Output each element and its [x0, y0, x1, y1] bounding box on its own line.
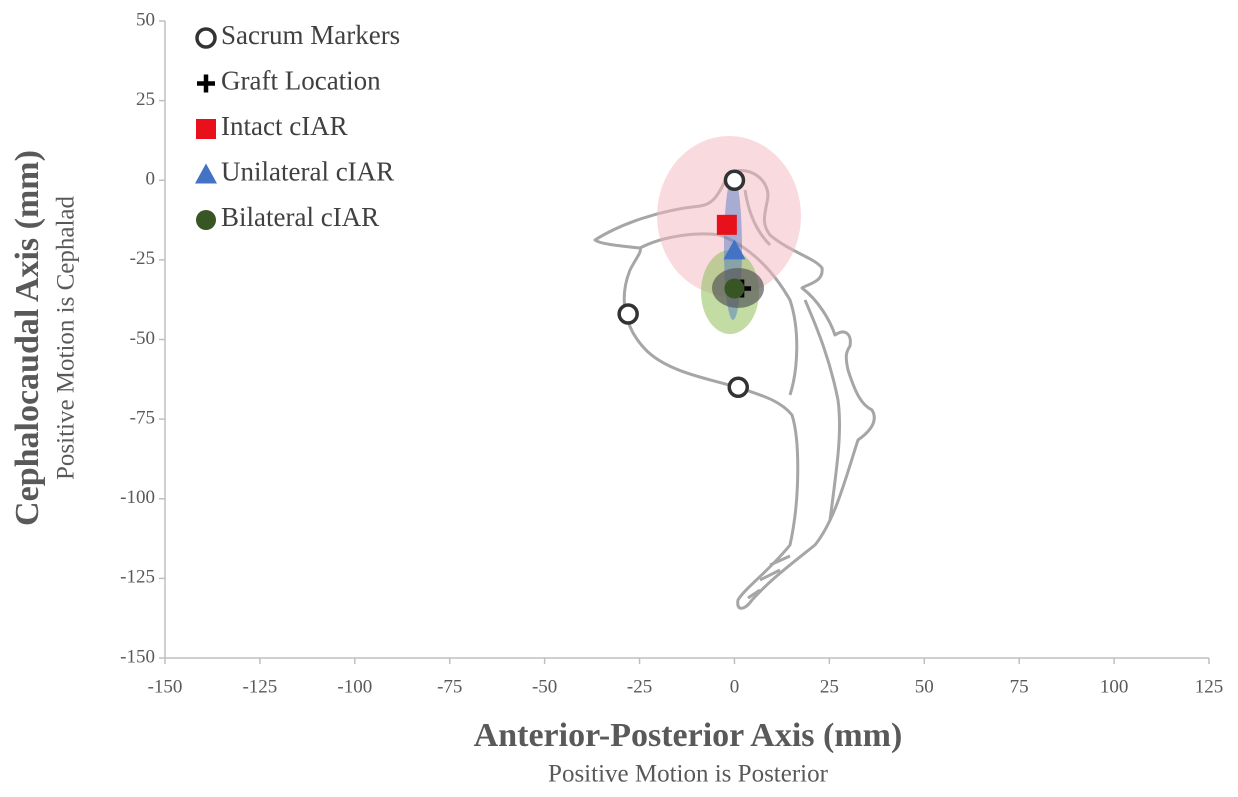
y-tick-label: -150 [120, 646, 155, 667]
legend-label: Graft Location [221, 66, 381, 96]
data-point [725, 171, 743, 189]
y-axis-title: Cephalocaudal Axis (mm) [9, 150, 46, 526]
x-tick-label: -25 [627, 676, 652, 697]
chart: Anterior-Posterior Axis (mm) Positive Mo… [0, 0, 1238, 792]
y-tick-label: 50 [136, 9, 155, 30]
x-tick-label: -75 [437, 676, 462, 697]
confidence-regions [657, 136, 801, 334]
legend-marker [197, 75, 215, 93]
x-axis-subtitle: Positive Motion is Posterior [548, 761, 829, 788]
y-tick-label: -125 [120, 567, 155, 588]
x-tick-label: 100 [1100, 676, 1129, 697]
legend-marker [196, 119, 216, 139]
x-tick-label: -150 [148, 676, 183, 697]
legend-marker [196, 210, 216, 230]
x-tick-label: 125 [1195, 676, 1224, 697]
x-tick-label: 25 [820, 676, 839, 697]
legend-label: Unilateral cIAR [221, 157, 394, 187]
legend-label: Intact cIAR [221, 111, 348, 141]
legend-label: Bilateral cIAR [221, 202, 379, 232]
x-tick-label: -100 [337, 676, 372, 697]
data-point [619, 305, 637, 323]
data-point [717, 215, 737, 235]
y-tick-label: 25 [136, 89, 155, 110]
y-tick-label: -100 [120, 487, 155, 508]
y-axis-subtitle: Positive Motion is Cephalad [53, 195, 80, 480]
legend-marker [195, 164, 217, 184]
y-tick-label: -75 [130, 407, 155, 428]
x-tick-label: 0 [730, 676, 740, 697]
x-tick-label: 75 [1010, 676, 1029, 697]
legend-marker [197, 29, 215, 47]
y-tick-label: -25 [130, 248, 155, 269]
legend-label: Sacrum Markers [221, 20, 400, 50]
x-tick-label: 50 [915, 676, 934, 697]
data-point [729, 378, 747, 396]
y-tick-label: -50 [130, 328, 155, 349]
y-tick-label: 0 [146, 169, 156, 190]
x-tick-label: -125 [242, 676, 277, 697]
x-axis-title: Anterior-Posterior Axis (mm) [474, 717, 903, 754]
data-point [724, 279, 744, 299]
x-tick-label: -50 [532, 676, 557, 697]
